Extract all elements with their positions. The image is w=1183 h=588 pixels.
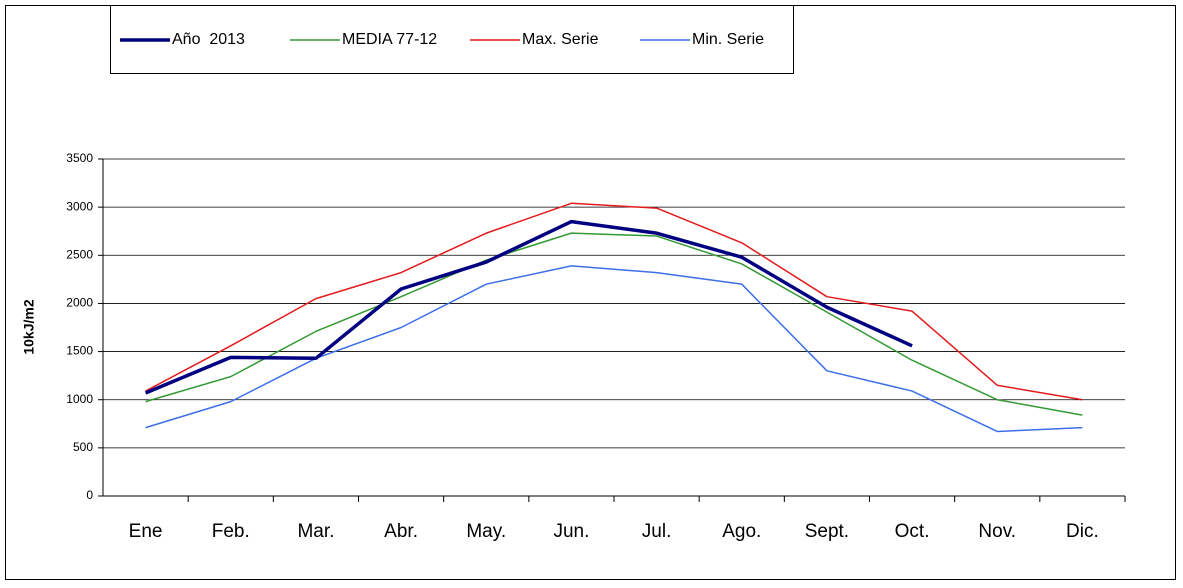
x-tick-label: Mar.: [297, 521, 334, 542]
y-tick-label: 1000: [66, 392, 93, 406]
x-tick-label: Ago.: [722, 521, 761, 542]
legend-label: Max. Serie: [522, 31, 599, 48]
x-tick-label: Jun.: [553, 521, 589, 542]
x-tick-label: Oct.: [895, 521, 930, 542]
series-line: [144, 219, 913, 395]
x-tick-label: Ene: [129, 521, 163, 542]
y-tick-label: 2000: [66, 296, 93, 310]
series-line: [145, 265, 1083, 433]
x-tick-label: Feb.: [212, 521, 250, 542]
y-tick-label: 1500: [66, 344, 93, 358]
y-tick-label: 3000: [66, 199, 93, 213]
x-tick-label: Sept.: [805, 521, 849, 542]
y-tick-label: 3500: [66, 151, 93, 165]
x-tick-label: May.: [466, 521, 506, 542]
y-axis-label: 10kJ/m2: [21, 299, 37, 354]
legend-label: Año 2013: [172, 31, 245, 48]
legend-label: Min. Serie: [692, 31, 764, 48]
x-tick-label: Nov.: [978, 521, 1016, 542]
legend-label: MEDIA 77-12: [342, 31, 437, 48]
chart-frame: [5, 5, 1176, 580]
x-tick-label: Dic.: [1066, 521, 1099, 542]
y-tick-label: 0: [86, 488, 93, 502]
y-tick-label: 500: [73, 440, 93, 454]
x-tick-label: Jul.: [642, 521, 672, 542]
series-line: [145, 232, 1083, 416]
y-tick-label: 2500: [66, 247, 93, 261]
x-tick-label: Abr.: [384, 521, 418, 542]
series-line: [145, 202, 1083, 401]
